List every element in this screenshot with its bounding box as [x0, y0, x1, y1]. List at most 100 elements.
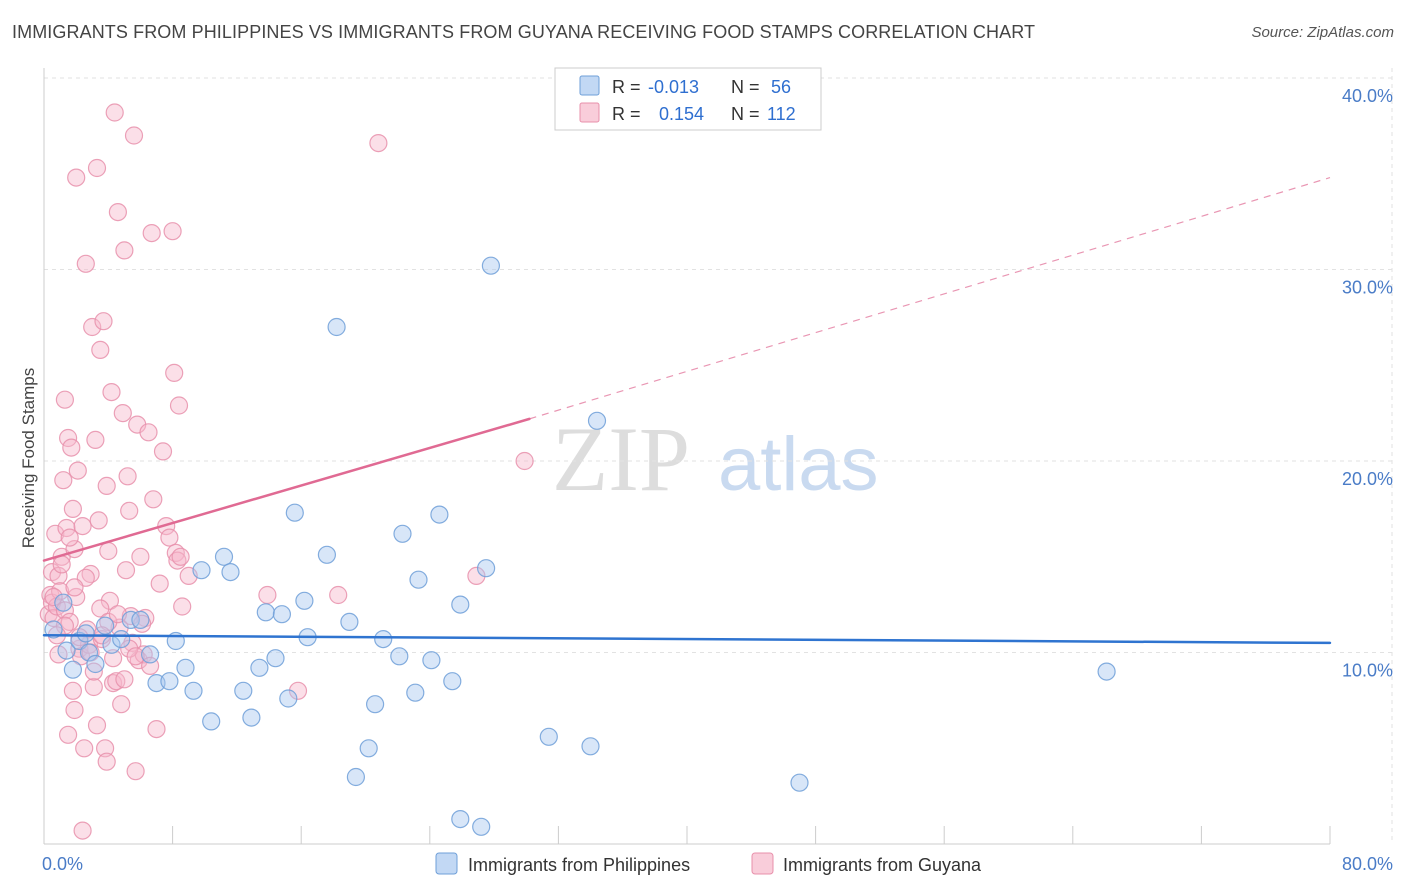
guyana-point-82 [329, 585, 348, 605]
guyana-point-98 [60, 528, 79, 547]
guyana-point-83 [369, 134, 388, 153]
guyana-point-41 [99, 541, 118, 561]
guyana-point-14 [58, 428, 78, 448]
stats-legend: R = -0.013 N = 56 R = 0.154 N = 112 [554, 67, 822, 131]
y-tick-label-2: 30.0% [1342, 278, 1393, 298]
guyana-point-67 [147, 719, 166, 739]
legend-swatch-philippines [579, 75, 600, 96]
philippines-point-42 [406, 683, 425, 702]
philippines-point-27 [266, 649, 285, 668]
guyana-point-21 [67, 168, 86, 187]
philippines-point-19 [192, 561, 211, 580]
guyana-point-38 [94, 312, 113, 331]
philippines-point-52 [539, 727, 558, 746]
guyana-point-39 [95, 739, 115, 758]
guyana-trend-extension [529, 177, 1331, 420]
watermark-zip: ZIP [552, 408, 690, 510]
guyana-point-49 [112, 695, 131, 714]
philippines-point-12 [131, 610, 150, 630]
series-legend: Immigrants from Philippines Immigrants f… [435, 852, 982, 875]
philippines-point-43 [409, 570, 428, 589]
guyana-point-34 [87, 158, 107, 178]
philippines-point-46 [443, 672, 462, 691]
guyana-point-72 [163, 222, 182, 241]
guyana-point-47 [108, 203, 128, 222]
guyana-point-50 [113, 404, 132, 423]
guyana-point-86 [58, 725, 78, 744]
philippines-point-34 [327, 317, 346, 337]
philippines-trend-line [42, 634, 1332, 645]
guyana-point-22 [68, 461, 87, 480]
philippines-point-44 [422, 651, 441, 670]
y-tick-labels: 10.0% 20.0% 30.0% 40.0% [1342, 86, 1393, 681]
y-tick-label-1: 20.0% [1342, 469, 1393, 489]
philippines-point-41 [393, 524, 412, 543]
philippines-point-11 [121, 610, 140, 630]
philippines-point-23 [234, 681, 253, 700]
guyana-point-32 [84, 677, 103, 697]
guyana-point-92 [115, 670, 134, 689]
guyana-point-53 [118, 467, 137, 486]
philippines-point-15 [160, 672, 179, 691]
guyana-point-64 [139, 423, 158, 442]
guyana-point-93 [91, 599, 110, 618]
series-philippines-points [44, 256, 1116, 836]
y-tick-label-0: 10.0% [1342, 661, 1393, 681]
philippines-point-38 [366, 695, 385, 714]
legend-r-value-2: 0.154 [659, 104, 704, 124]
bottom-legend-label-philippines: Immigrants from Philippines [468, 855, 690, 875]
legend-r-label-1: R = [612, 77, 641, 97]
guyana-point-76 [169, 396, 189, 415]
guyana-point-71 [160, 528, 179, 547]
chart-source: Source: ZipAtlas.com [1251, 24, 1394, 41]
y-tick-label-3: 40.0% [1342, 86, 1393, 106]
legend-n-label-2: N = [731, 104, 760, 124]
philippines-point-13 [141, 645, 160, 664]
philippines-point-39 [374, 629, 393, 649]
guyana-point-58 [126, 762, 145, 781]
philippines-point-35 [340, 612, 359, 632]
philippines-point-36 [346, 767, 365, 787]
philippines-point-40 [390, 647, 409, 666]
guyana-point-91 [103, 649, 123, 668]
guyana-point-25 [73, 516, 92, 536]
guyana-point-54 [120, 501, 139, 520]
guyana-point-17 [63, 499, 83, 518]
guyana-point-78 [173, 597, 192, 616]
guyana-point-85 [515, 451, 534, 471]
guyana-point-27 [76, 254, 95, 273]
guyana-point-69 [153, 442, 173, 461]
guyana-point-10 [54, 471, 73, 490]
guyana-point-77 [171, 547, 190, 566]
philippines-point-21 [214, 547, 234, 566]
philippines-point-47 [451, 595, 470, 614]
series-guyana-points [39, 103, 534, 840]
guyana-point-35 [89, 511, 108, 530]
philippines-point-25 [250, 658, 269, 677]
guyana-point-7 [49, 566, 68, 586]
guyana-point-11 [55, 390, 75, 409]
guyana-trend-line [42, 417, 531, 562]
philippines-point-22 [221, 562, 240, 582]
philippines-point-28 [272, 605, 291, 624]
philippines-point-31 [295, 591, 314, 610]
philippines-point-56 [1097, 662, 1116, 681]
guyana-point-88 [97, 752, 116, 771]
guyana-point-26 [75, 739, 94, 758]
bottom-legend-label-guyana: Immigrants from Guyana [783, 855, 982, 875]
guyana-point-36 [91, 340, 110, 359]
philippines-point-1 [54, 593, 73, 612]
guyana-point-87 [73, 821, 92, 840]
philippines-point-20 [202, 712, 221, 731]
legend-n-value-1: 56 [771, 77, 791, 97]
guyana-point-80 [258, 585, 277, 605]
legend-n-label-1: N = [731, 77, 760, 97]
guyana-point-100 [87, 716, 107, 735]
philippines-point-48 [451, 809, 470, 829]
philippines-point-2 [57, 641, 76, 660]
philippines-point-0 [44, 620, 63, 639]
guyana-point-97 [44, 587, 63, 607]
guyana-point-52 [116, 561, 136, 580]
guyana-point-56 [123, 633, 142, 653]
